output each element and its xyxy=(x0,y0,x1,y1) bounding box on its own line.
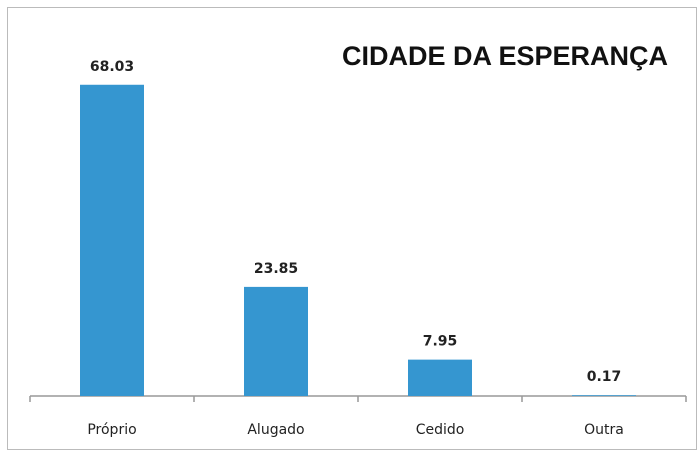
x-tick-label: Cedido xyxy=(416,422,465,438)
x-tick-label: Alugado xyxy=(247,422,304,438)
data-label: 7.95 xyxy=(423,334,458,350)
chart-title: CIDADE DA ESPERANÇA xyxy=(342,41,668,71)
x-tick-label: Outra xyxy=(584,422,624,438)
data-label: 23.85 xyxy=(254,261,298,277)
bar xyxy=(408,359,472,396)
x-tick-label: Próprio xyxy=(87,422,136,438)
bar xyxy=(572,395,636,396)
data-label: 68.03 xyxy=(90,59,134,75)
data-label: 0.17 xyxy=(587,369,622,385)
bar xyxy=(244,286,308,396)
bar xyxy=(80,84,144,396)
